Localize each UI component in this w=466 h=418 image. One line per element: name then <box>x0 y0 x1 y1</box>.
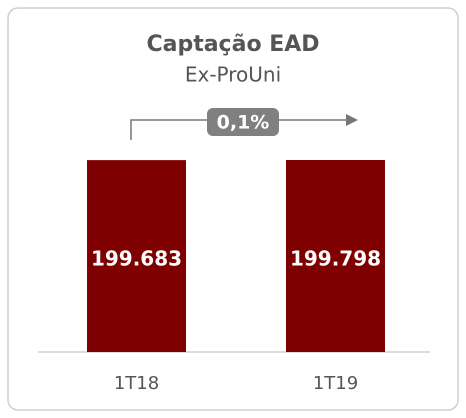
chart-title: Captação EAD <box>146 32 319 57</box>
arrow-head <box>346 114 358 126</box>
annotation: 0,1% <box>217 112 270 134</box>
x-tick-label: 1T18 <box>114 373 159 394</box>
bar <box>87 160 186 352</box>
value-label: 199.683 <box>91 247 182 271</box>
bar <box>286 160 385 352</box>
chart-subtitle: Ex-ProUni <box>185 63 281 87</box>
annotation-box <box>207 108 279 136</box>
x-tick-label: 1T19 <box>313 373 358 394</box>
value-label: 199.798 <box>290 247 381 271</box>
